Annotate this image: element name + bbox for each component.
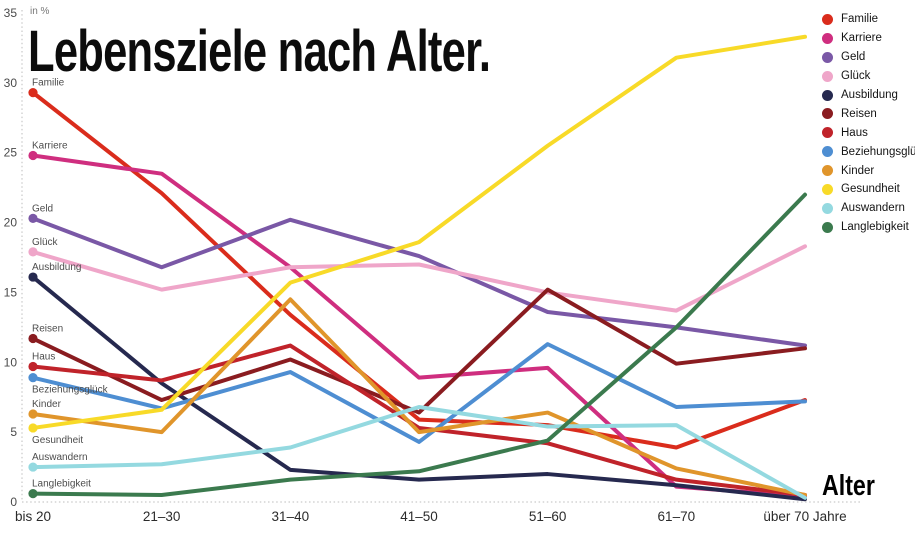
legend-swatch-icon: [822, 127, 833, 139]
legend-item-ausbildung: Ausbildung: [822, 86, 914, 105]
series-start-dot-geld: [28, 213, 38, 223]
legend-item-beziehungsgluck: Beziehungsglück: [822, 142, 915, 161]
legend-label: Familie: [841, 13, 879, 26]
x-tick-label: über 70 Jahre: [763, 509, 846, 524]
series-start-dot-auswandern: [28, 462, 38, 472]
legend-item-familie: Familie: [822, 10, 914, 29]
series-start-dot-haus: [28, 361, 38, 372]
legend-swatch-icon: [822, 146, 833, 158]
series-label-auswandern: Auswandern: [32, 452, 88, 463]
legend-label: Ausbildung: [841, 89, 898, 101]
legend-item-kinder: Kinder: [822, 161, 914, 180]
series-line-gluck: [31, 244, 807, 313]
legend-label: Beziehungsglück: [841, 145, 915, 158]
legend-swatch-icon: [822, 51, 833, 63]
series-start-dot-gesundheit: [28, 423, 38, 433]
series-label-familie: Familie: [32, 78, 65, 89]
series-label-ausbildung: Ausbildung: [32, 262, 81, 273]
series-line-reisen: [31, 287, 807, 415]
series-line-auswandern: [31, 404, 807, 500]
unit-label: in %: [30, 6, 50, 17]
legend: Familie Karriere Geld Glück Ausbildung Reisen…: [822, 10, 915, 237]
series-label-beziehungsgluck: Beziehungsglück: [32, 385, 109, 396]
legend-swatch-icon: [822, 89, 833, 101]
series-start-dot-familie: [28, 88, 38, 98]
legend-label: Karriere: [841, 32, 882, 45]
y-tick-label: 25: [4, 146, 18, 160]
legend-swatch-icon: [822, 165, 833, 177]
series-start-dot-gluck: [28, 247, 38, 257]
legend-swatch-icon: [822, 70, 833, 82]
legend-item-langlebigkeit: Langlebigkeit: [822, 218, 914, 237]
legend-label: Auswandern: [841, 202, 905, 215]
series-line-kinder: [31, 297, 807, 498]
legend-item-reisen: Reisen: [822, 104, 914, 123]
series-line-haus: [31, 343, 807, 498]
legend-item-karriere: Karriere: [822, 29, 914, 48]
series-label-geld: Geld: [32, 203, 53, 214]
series-label-kinder: Kinder: [32, 399, 62, 410]
y-tick-label: 10: [4, 355, 18, 369]
legend-label: Gesundheit: [841, 183, 900, 196]
legend-swatch-icon: [822, 32, 833, 44]
x-tick-label: 61–70: [658, 509, 696, 524]
y-tick-label: 35: [4, 6, 18, 20]
legend-label: Reisen: [841, 107, 877, 120]
y-tick-label: 15: [4, 285, 18, 299]
series-label-langlebigkeit: Langlebigkeit: [32, 479, 91, 490]
series-label-gluck: Glück: [32, 237, 59, 248]
legend-label: Langlebigkeit: [841, 221, 909, 234]
series-line-langlebigkeit: [31, 192, 807, 498]
series-line-geld: [31, 216, 807, 348]
legend-item-auswandern: Auswandern: [822, 199, 914, 218]
series-label-gesundheit: Gesundheit: [32, 435, 83, 446]
series-label-karriere: Karriere: [32, 141, 68, 152]
series-start-dot-beziehungsgluck: [28, 373, 38, 383]
x-tick-label: 41–50: [400, 509, 438, 524]
legend-item-gluck: Glück: [822, 67, 914, 86]
legend-label: Geld: [841, 51, 866, 64]
series-line-ausbildung: [31, 275, 807, 502]
series-start-dot-ausbildung: [28, 272, 38, 282]
legend-item-haus: Haus: [822, 123, 914, 142]
legend-label: Glück: [841, 70, 871, 83]
x-tick-label: 31–40: [272, 509, 310, 524]
series-line-gesundheit: [31, 34, 807, 430]
chart-title: Lebensziele nach Alter.: [28, 19, 491, 84]
y-tick-label: 30: [4, 76, 18, 90]
series-start-dot-kinder: [28, 409, 38, 419]
legend-item-gesundheit: Gesundheit: [822, 180, 914, 199]
y-tick-label: 20: [4, 216, 18, 230]
series-label-reisen: Reisen: [32, 324, 63, 335]
legend-label: Kinder: [841, 164, 875, 177]
legend-swatch-icon: [822, 183, 833, 195]
series-label-haus: Haus: [32, 351, 55, 362]
y-tick-label: 0: [10, 495, 17, 509]
legend-swatch-icon: [822, 13, 833, 25]
x-axis-title: Alter: [822, 470, 875, 502]
x-tick-label: 21–30: [143, 509, 181, 524]
series-line-familie: [31, 90, 807, 450]
series-line-karriere: [31, 153, 807, 499]
legend-swatch-icon: [822, 221, 833, 233]
series-start-dot-langlebigkeit: [28, 489, 38, 499]
series-start-dot-reisen: [28, 333, 38, 344]
legend-label: Haus: [841, 126, 868, 139]
x-tick-label: bis 20: [15, 509, 51, 524]
legend-swatch-icon: [822, 108, 833, 120]
legend-swatch-icon: [822, 202, 833, 214]
series-start-dot-karriere: [28, 150, 38, 161]
y-tick-label: 5: [10, 425, 17, 439]
legend-item-geld: Geld: [822, 48, 914, 67]
x-tick-label: 51–60: [529, 509, 567, 524]
